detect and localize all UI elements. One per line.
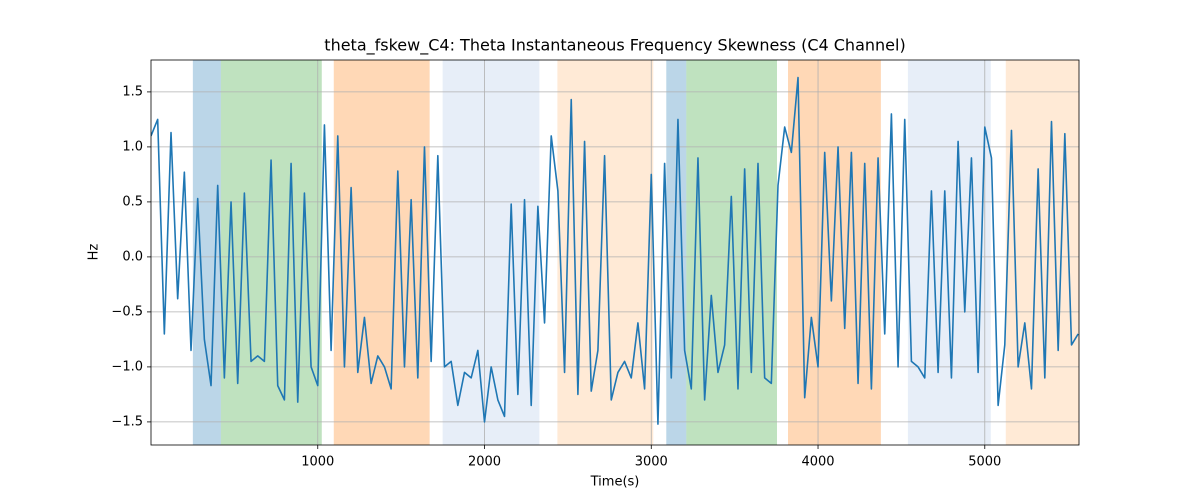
chart-title: theta_fskew_C4: Theta Instantaneous Freq…	[324, 36, 905, 56]
line-layer	[151, 76, 1079, 425]
y-tick-label: 1.0	[122, 139, 143, 154]
shaded-span	[1005, 60, 1079, 445]
x-tick-label: 1000	[301, 455, 334, 470]
shaded-span	[907, 60, 991, 445]
x-axis-label: Time(s)	[590, 475, 640, 490]
y-tick-label: 1.5	[122, 84, 143, 99]
y-tick-label: 0.0	[122, 249, 143, 264]
x-tick-label: 3000	[635, 455, 668, 470]
grid-layer	[151, 60, 1079, 445]
shaded-span	[686, 60, 778, 445]
y-axis-label: Hz	[87, 244, 102, 261]
x-tick-label: 5000	[968, 455, 1001, 470]
y-tick-label: 0.5	[122, 194, 143, 209]
y-tick-label: −0.5	[111, 304, 143, 319]
shaded-span	[557, 60, 654, 445]
data-line	[151, 76, 1079, 425]
x-tick-label: 4000	[801, 455, 834, 470]
y-tick-label: −1.0	[111, 359, 143, 374]
plot-frame	[150, 59, 1080, 446]
span-layer	[192, 60, 1079, 445]
shaded-span	[192, 60, 221, 445]
axes-layer: 1000 2000 3000 4000 5000 −1.5 −1.0 −0.5 0.0 0.5 1.…	[111, 59, 1080, 470]
shaded-span	[788, 60, 881, 445]
x-tick-label: 2000	[468, 455, 501, 470]
shaded-span	[442, 60, 540, 445]
y-tick-label: −1.5	[111, 414, 143, 429]
shaded-span	[666, 60, 687, 445]
